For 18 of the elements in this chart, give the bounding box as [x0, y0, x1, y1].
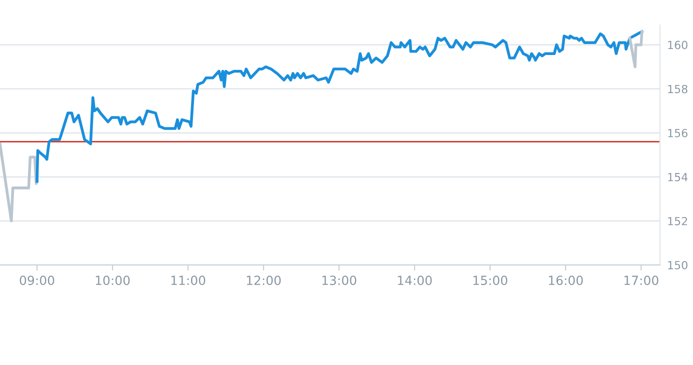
- x-tick-label: 13:00: [322, 276, 356, 286]
- y-tick-label: 158: [668, 84, 688, 94]
- y-tick-label: 154: [668, 173, 688, 182]
- y-tick-label: 160: [668, 40, 688, 50]
- y-tick-label: 156: [668, 128, 688, 138]
- x-tick-label: 09:00: [20, 276, 54, 286]
- line-series: [36, 30, 644, 183]
- x-tick-label: 11:00: [171, 276, 206, 286]
- x-tick-label: 12:00: [246, 276, 281, 286]
- x-tick-label: 14:00: [398, 276, 432, 286]
- x-tick-label: 17:00: [624, 276, 658, 286]
- x-tick-label: 16:00: [548, 276, 583, 286]
- x-tick-label: 10:00: [96, 276, 130, 286]
- line-series: [0, 142, 38, 222]
- x-tick-label: 15:00: [473, 276, 508, 286]
- line-series: [628, 30, 644, 68]
- y-tick-label: 152: [668, 216, 688, 226]
- y-tick-label: 150: [668, 260, 688, 270]
